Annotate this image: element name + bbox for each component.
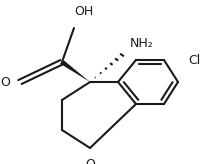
Text: OH: OH [74, 5, 94, 18]
Polygon shape [60, 61, 90, 82]
Text: O: O [85, 158, 95, 164]
Text: NH₂: NH₂ [130, 37, 154, 50]
Text: Cl: Cl [188, 53, 200, 66]
Text: O: O [0, 75, 10, 89]
